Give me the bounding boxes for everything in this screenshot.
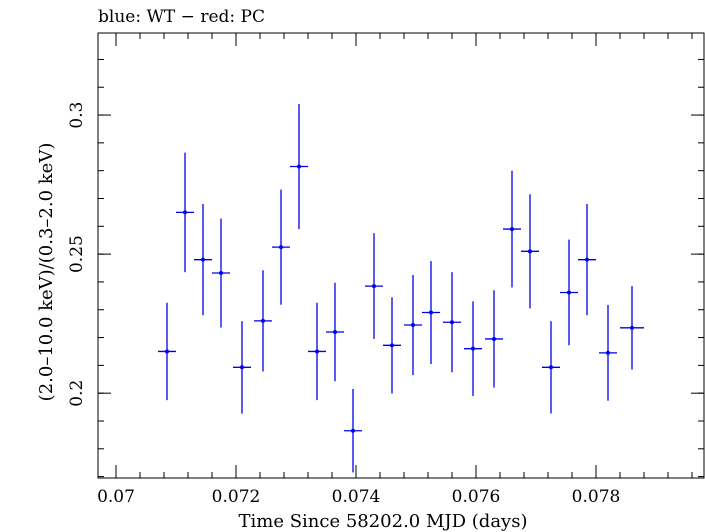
point-marker (219, 271, 223, 276)
point-marker (471, 346, 475, 351)
point-marker (351, 428, 355, 433)
data-point (542, 321, 560, 414)
data-point (365, 233, 383, 339)
x-axis-label: Time Since 58202.0 MJD (days) (238, 511, 527, 532)
x-axis-tick-labels: 0.07 0.072 0.074 0.076 0.078 (97, 487, 620, 507)
data-point (383, 297, 401, 394)
data-point (326, 282, 344, 382)
data-point (194, 204, 212, 316)
point-marker (333, 329, 337, 334)
data-points (158, 103, 644, 473)
y-axis-label: (2.0–10.0 keV)/(0.3–2.0 keV) (36, 143, 57, 402)
chart-title: blue: WT − red: PC (98, 7, 265, 27)
data-point (404, 274, 422, 376)
data-point (599, 305, 617, 401)
y-tick-label: 0.3 (67, 102, 87, 129)
point-marker (261, 318, 265, 323)
y-axis-tick-labels: 0.2 0.25 0.3 (67, 102, 87, 407)
data-point (308, 302, 326, 401)
data-point (176, 152, 194, 273)
point-marker (567, 290, 571, 295)
data-point (521, 194, 539, 309)
point-marker (585, 257, 589, 262)
x-tick-label: 0.072 (212, 487, 261, 507)
point-marker (411, 323, 415, 328)
x-tick-label: 0.074 (332, 487, 381, 507)
point-marker (240, 365, 244, 370)
data-point (464, 301, 482, 396)
y-axis-ticks (98, 58, 704, 478)
point-marker (201, 257, 205, 262)
data-point (212, 218, 230, 328)
y-tick-label: 0.2 (67, 380, 87, 407)
point-marker (429, 310, 433, 315)
point-marker (372, 284, 376, 289)
point-marker (450, 320, 454, 325)
point-marker (492, 336, 496, 341)
data-point (485, 290, 503, 388)
data-point (233, 321, 251, 414)
point-marker (528, 249, 532, 254)
point-marker (606, 350, 610, 355)
data-point (578, 204, 596, 316)
point-marker (165, 349, 169, 354)
data-point (158, 302, 176, 401)
data-point (503, 170, 521, 288)
x-tick-label: 0.078 (572, 487, 621, 507)
data-point (620, 286, 644, 370)
data-point (254, 270, 272, 372)
x-axis-ticks (115, 33, 693, 478)
point-marker (315, 349, 319, 354)
data-point (443, 272, 461, 373)
data-point (272, 189, 290, 305)
x-tick-label: 0.07 (97, 487, 135, 507)
point-marker (549, 365, 553, 370)
point-marker (630, 325, 634, 330)
point-marker (390, 343, 394, 348)
point-marker (183, 210, 187, 215)
plot-frame (97, 32, 705, 479)
y-tick-label: 0.25 (67, 235, 87, 273)
data-point (560, 239, 578, 346)
data-point (344, 389, 362, 473)
point-marker (297, 164, 301, 169)
point-marker (279, 245, 283, 250)
data-point (290, 103, 308, 230)
data-point (422, 261, 440, 364)
point-marker (510, 227, 514, 232)
x-tick-label: 0.076 (452, 487, 501, 507)
